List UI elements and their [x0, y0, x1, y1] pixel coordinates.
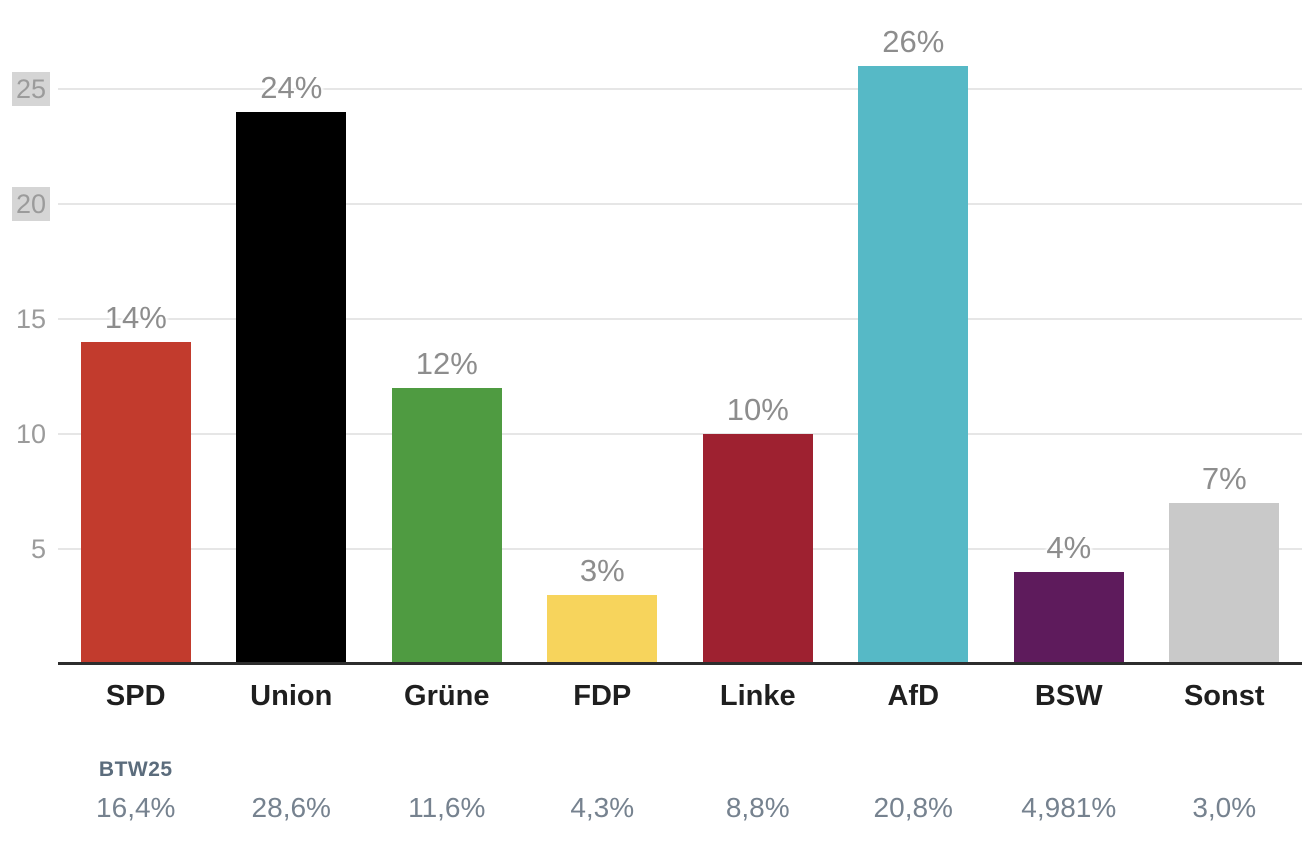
category-label-linke: Linke — [719, 680, 796, 712]
grid-line-20 — [58, 203, 1302, 205]
y-tick-label-15: 15 — [15, 304, 46, 334]
bar-union — [236, 112, 347, 664]
bar-value-label-spd: 14% — [104, 300, 167, 335]
comparison-value-sonst: 3,0% — [1192, 792, 1257, 823]
bar-sonst — [1169, 503, 1280, 664]
bar-columns: 14% 24% 12% 3% 10% 26% 4% 7% — [58, 0, 1302, 664]
bar-gruene — [391, 388, 502, 664]
bar-value-label-fdp: 3% — [579, 553, 625, 588]
bar-value-label-bsw: 4% — [1046, 530, 1092, 565]
category-label-sonst: Sonst — [1183, 680, 1265, 712]
y-tick-label-20: 20 — [0, 187, 50, 221]
bar-value-label-gruene: 12% — [415, 346, 478, 381]
comparison-row-label: BTW25 — [98, 758, 173, 781]
comparison-value-fdp: 4,3% — [570, 792, 635, 823]
x-axis-line — [58, 662, 1302, 665]
comparison-values-row: 16,4% 28,6% 11,6% 4,3% 8,8% 20,8% 4,981% 3,0% — [58, 792, 1302, 824]
category-label-spd: SPD — [105, 680, 166, 712]
comparison-value-linke: 8,8% — [725, 792, 790, 823]
grid-line-25 — [58, 88, 1302, 90]
comparison-value-spd: 16,4% — [96, 792, 176, 823]
comparison-value-gruene: 11,6% — [408, 792, 486, 823]
bar-spd — [80, 342, 191, 664]
plot-area: 14% 24% 12% 3% 10% 26% 4% 7% — [58, 0, 1302, 665]
grid-line-5 — [58, 548, 1302, 550]
bar-column-union: 24% — [214, 0, 370, 664]
grid-line-10 — [58, 433, 1302, 435]
bar-column-gruene: 12% — [369, 0, 525, 664]
bar-column-fdp: 3% — [525, 0, 681, 664]
bar-column-bsw: 4% — [991, 0, 1147, 664]
bar-fdp — [547, 595, 658, 664]
comparison-value-union: 28,6% — [251, 792, 331, 823]
y-tick-label-10: 10 — [15, 419, 46, 449]
grid-line-15 — [58, 318, 1302, 320]
comparison-value-afd: 20,8% — [873, 792, 953, 823]
comparison-value-bsw: 4,981% — [1021, 792, 1117, 823]
bar-value-label-union: 24% — [260, 70, 323, 105]
category-label-afd: AfD — [887, 680, 940, 712]
bar-linke — [702, 434, 813, 664]
category-label-gruene: Grüne — [404, 680, 490, 712]
category-label-bsw: BSW — [1034, 680, 1103, 712]
bar-afd — [858, 66, 969, 664]
bar-value-label-linke: 10% — [726, 392, 789, 427]
y-tick-label-5: 5 — [30, 534, 46, 564]
category-labels-row: SPD Union Grüne FDP Linke AfD BSW Sonst — [58, 680, 1302, 713]
category-label-fdp: FDP — [573, 680, 632, 712]
y-tick-label-25: 25 — [0, 72, 50, 106]
bar-value-label-sonst: 7% — [1201, 461, 1247, 496]
bar-column-linke: 10% — [680, 0, 836, 664]
category-label-union: Union — [250, 680, 333, 712]
bar-column-afd: 26% — [836, 0, 992, 664]
bar-column-spd: 14% — [58, 0, 214, 664]
bar-column-sonst: 7% — [1147, 0, 1303, 664]
bar-value-label-afd: 26% — [882, 24, 945, 59]
bar-bsw — [1013, 572, 1124, 664]
